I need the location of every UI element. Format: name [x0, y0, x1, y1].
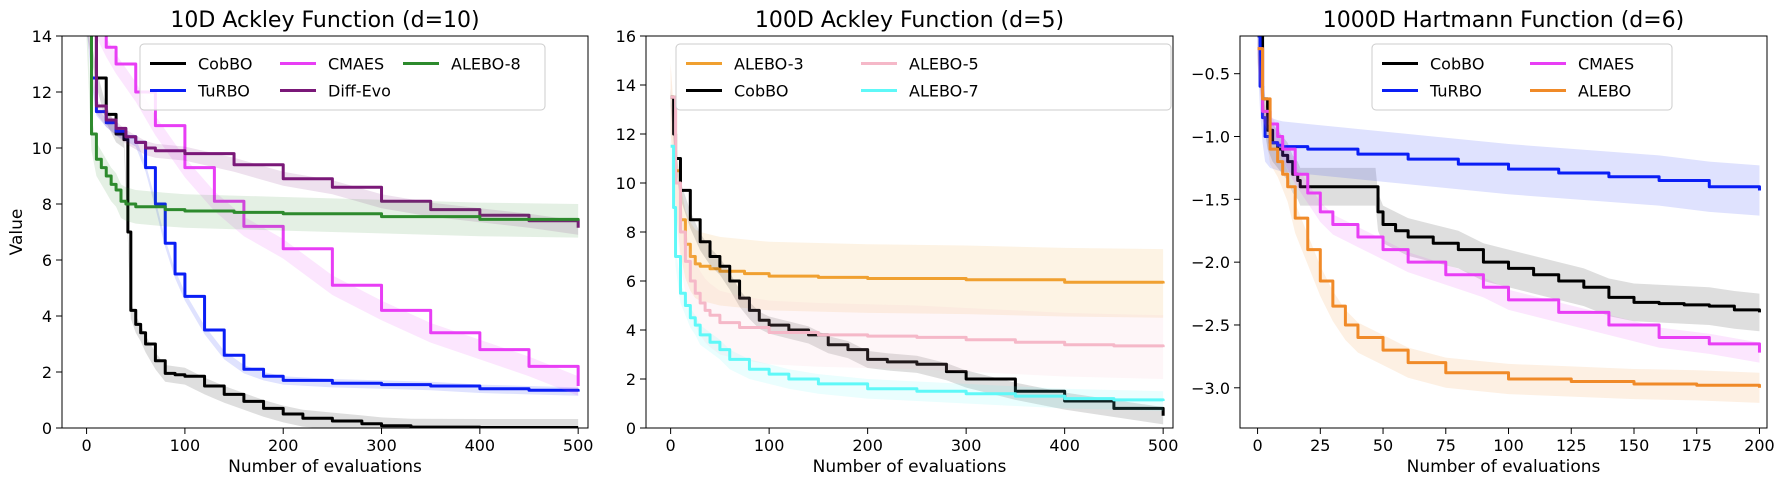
series-band-cobbo [670, 88, 1164, 425]
y-axis-label: Value [7, 209, 27, 256]
x-tick-label: 300 [951, 436, 982, 455]
x-tick-label: 50 [1373, 436, 1393, 455]
series-band-turbo [1257, 36, 1760, 216]
axes-frame [1239, 35, 1768, 429]
legend-label-alebo: ALEBO [1578, 82, 1631, 101]
legend-label-diff-evo: Diff-Evo [328, 82, 391, 101]
x-tick-label: 0 [1252, 436, 1262, 455]
series-band-alebo-5 [670, 65, 1164, 380]
chart-3: 1000D Hartmann Function (d=6) 0 25 50 75 100 1… [1191, 8, 1775, 477]
series-line-alebo-8 [89, 36, 580, 221]
legend-label-alebo-3: ALEBO-3 [734, 55, 804, 74]
x-tick-label: 100 [1493, 436, 1524, 455]
y-tick-label: −3.0 [1191, 379, 1230, 398]
series-line-alebo [1257, 47, 1761, 388]
axes-frame [61, 35, 589, 429]
chart-title: 10D Ackley Function (d=10) [170, 8, 479, 33]
y-tick-label: 8 [42, 195, 52, 214]
x-tick-label: 500 [1148, 436, 1179, 455]
y-tick-label: 4 [626, 321, 636, 340]
x-tick-label: 300 [366, 436, 397, 455]
x-tick-label: 75 [1436, 436, 1456, 455]
y-tick-label: 14 [616, 76, 636, 95]
y-tick-label: 12 [32, 83, 52, 102]
plot-area [670, 62, 1165, 425]
x-tick-label: 100 [754, 436, 785, 455]
x-axis-label: Number of evaluations [228, 457, 422, 477]
series-line-cmaes [1257, 47, 1761, 353]
x-tick-label: 125 [1556, 436, 1587, 455]
chart-2: 100D Ackley Function (d=5)0 100 200 300 400 5… [616, 8, 1179, 477]
x-tick-label: 25 [1310, 436, 1330, 455]
series-line-cmaes [104, 36, 580, 386]
x-tick-label: 0 [81, 436, 91, 455]
y-tick-label: 6 [42, 251, 52, 270]
x-tick-label: 200 [852, 436, 883, 455]
y-tick-label: −2.0 [1191, 253, 1230, 272]
x-tick-label: 175 [1681, 436, 1712, 455]
y-tick-label: −1.0 [1191, 128, 1230, 147]
legend: CobBO TuRBO CMAES ALEBO [1371, 43, 1673, 111]
legend-box [1371, 43, 1673, 111]
series-line-alebo-7 [670, 144, 1165, 402]
series-line-cobbo [94, 36, 579, 428]
y-tick-label: −0.5 [1191, 65, 1230, 84]
series-line-diff-evo [94, 36, 580, 228]
legend-label-cmaes: CMAES [328, 55, 384, 74]
legend: ALEBO-3 CobBO ALEBO-5 ALEBO-7 [675, 43, 1172, 111]
y-tick-label: 4 [42, 307, 52, 326]
legend-box [675, 43, 1172, 111]
y-tick-label: 2 [42, 363, 52, 382]
legend-label-alebo-8: ALEBO-8 [451, 55, 521, 74]
legend-label-turbo: TuRBO [1429, 82, 1482, 101]
x-axis-label: Number of evaluations [813, 457, 1007, 477]
chart-title: 1000D Hartmann Function (d=6) [1323, 8, 1685, 33]
y-tick-label: 14 [32, 27, 52, 46]
series-line-turbo [1257, 36, 1761, 191]
series-line-cobbo [670, 95, 1165, 416]
plot-area [1257, 36, 1761, 403]
chart-title: 100D Ackley Function (d=5) [755, 8, 1064, 33]
series-line-alebo-3 [670, 95, 1165, 284]
series-band-cobbo [1257, 36, 1760, 332]
x-tick-label: 200 [268, 436, 299, 455]
series-line-cobbo [1257, 36, 1761, 313]
legend-label-cobbo: CobBO [1430, 55, 1484, 74]
plot-area [86, 36, 580, 428]
series-band-alebo-8 [86, 36, 579, 238]
x-tick-label: 0 [666, 436, 676, 455]
legend-label-alebo-5: ALEBO-5 [909, 55, 979, 74]
legend-label-alebo-7: ALEBO-7 [909, 82, 979, 101]
legend-box [139, 43, 546, 111]
series-band-alebo-3 [670, 62, 1164, 318]
legend-label-cmaes: CMAES [1578, 55, 1634, 74]
x-tick-label: 150 [1619, 436, 1650, 455]
y-tick-label: 0 [626, 419, 636, 438]
y-tick-label: −1.5 [1191, 190, 1230, 209]
x-tick-label: 200 [1744, 436, 1775, 455]
x-tick-label: 100 [170, 436, 201, 455]
x-tick-label: 400 [465, 436, 496, 455]
y-tick-label: 2 [626, 370, 636, 389]
y-tick-label: 8 [626, 223, 636, 242]
y-tick-label: 16 [616, 27, 636, 46]
x-axis-label: Number of evaluations [1407, 457, 1601, 477]
x-tick-label: 400 [1049, 436, 1080, 455]
y-tick-label: 0 [42, 419, 52, 438]
legend: CobBO TuRBO CMAES Diff-Evo ALEBO-8 [139, 43, 546, 111]
legend-label-cobbo: CobBO [734, 82, 788, 101]
y-tick-label: 10 [32, 139, 52, 158]
legend-label-turbo: TuRBO [197, 82, 250, 101]
y-tick-label: 6 [626, 272, 636, 291]
legend-label-cobbo: CobBO [198, 55, 252, 74]
y-tick-label: 10 [616, 174, 636, 193]
x-tick-label: 500 [563, 436, 594, 455]
y-tick-label: 12 [616, 125, 636, 144]
series-line-alebo-5 [670, 95, 1165, 348]
chart-1: 10D Ackley Function (d=10)0 100 200 300 400 5… [7, 8, 594, 477]
y-tick-label: −2.5 [1191, 316, 1230, 335]
